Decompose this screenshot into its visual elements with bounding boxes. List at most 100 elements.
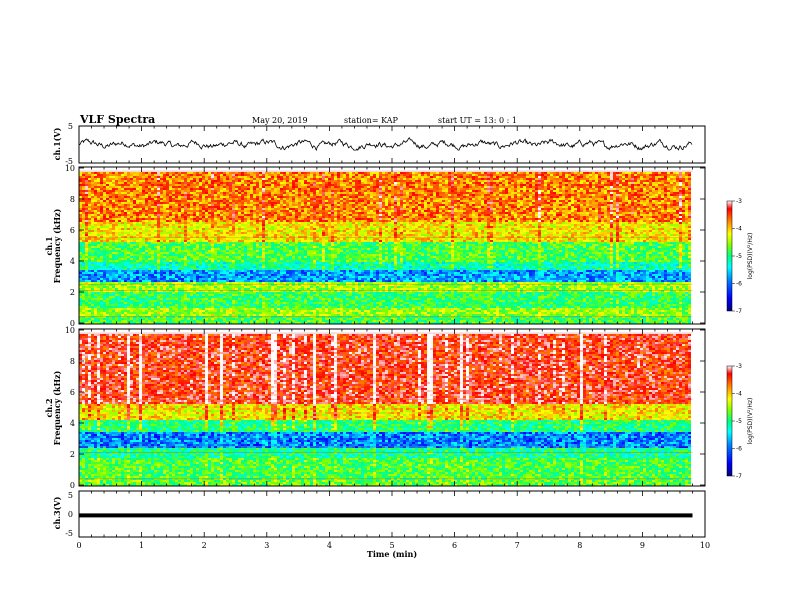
spectrogram-cell [634, 208, 637, 210]
spectrogram-cell [142, 186, 145, 188]
spectrogram-cell [589, 178, 592, 180]
spectrogram-cell [196, 214, 199, 216]
spectrogram-cell [244, 214, 247, 216]
spectrogram-cell [106, 220, 109, 222]
spectrogram-cell [205, 206, 208, 208]
spectrogram-cell [361, 172, 364, 174]
spectrogram-cell [565, 208, 568, 210]
spectrogram-cell [475, 174, 478, 176]
spectrogram-cell [595, 198, 598, 200]
spectrogram-cell [517, 172, 520, 174]
spectrogram-cell [196, 190, 199, 192]
spectrogram-cell [433, 190, 436, 192]
spectrogram-cell [91, 174, 94, 176]
spectrogram-cell [178, 202, 181, 204]
spectrogram-cell [160, 216, 163, 218]
spectrogram-cell [349, 214, 352, 216]
spectrogram-cell [634, 192, 637, 194]
spectrogram-cell [619, 198, 622, 200]
spectrogram-cell [238, 174, 241, 176]
spectrogram-cell [661, 182, 664, 184]
spectrogram-cell [652, 206, 655, 208]
spectrogram-cell [157, 180, 160, 182]
spectrogram-cell [277, 188, 280, 190]
spectrogram-cell [661, 214, 664, 216]
spectrogram-cell [244, 176, 247, 178]
spectrogram-cell [508, 210, 511, 212]
spectrogram-cell [220, 216, 223, 218]
spectrogram-cell [139, 204, 142, 206]
spectrogram-cell [436, 178, 439, 180]
spectrogram-cell [622, 176, 625, 178]
spectrogram-cell [430, 192, 433, 194]
spectrogram-cell [517, 188, 520, 190]
spectrogram-cell [196, 184, 199, 186]
spectrogram-cell [106, 194, 109, 196]
spectrogram-cell [175, 216, 178, 218]
spectrogram-cell [535, 216, 538, 218]
spectrogram-cell [130, 206, 133, 208]
spectrogram-cell [664, 180, 667, 182]
spectrogram-cell [460, 208, 463, 210]
spectrogram-cell [685, 186, 688, 188]
spectrogram-cell [442, 196, 445, 198]
spectrogram-cell [166, 184, 169, 186]
spectrogram-cell [535, 202, 538, 204]
spectrogram-cell [190, 198, 193, 200]
spectrogram-cell [364, 214, 367, 216]
spectrogram-cell [550, 206, 553, 208]
spectrogram-cell [151, 196, 154, 198]
spectrogram-cell [256, 172, 259, 174]
spectrogram-cell [238, 214, 241, 216]
spectrogram-cell [493, 186, 496, 188]
spectrogram-cell [376, 174, 379, 176]
spectrogram-cell [310, 208, 313, 210]
spectrogram-cell [295, 180, 298, 182]
spectrogram-cell [271, 220, 274, 222]
spectrogram-cell [538, 210, 541, 212]
spectrogram-cell [124, 190, 127, 192]
spectrogram-cell [472, 172, 475, 174]
spectrogram-cell [607, 174, 610, 176]
spectrogram-cell [211, 218, 214, 220]
spectrogram-cell [154, 202, 157, 204]
spectrogram-cell [439, 214, 442, 216]
spectrogram-cell [430, 186, 433, 188]
spectrogram-cell [310, 180, 313, 182]
spectrogram-cell [85, 190, 88, 192]
spectrogram-cell [145, 192, 148, 194]
spectrogram-cell [169, 216, 172, 218]
spectrogram-cell [409, 174, 412, 176]
spectrogram-cell [247, 180, 250, 182]
spectrogram-cell [538, 194, 541, 196]
spectrogram-cell [643, 180, 646, 182]
spectrogram-cell [436, 174, 439, 176]
spectrogram-cell [331, 212, 334, 214]
spectrogram-cell [346, 196, 349, 198]
spectrogram-cell [241, 174, 244, 176]
spectrogram-cell [628, 188, 631, 190]
spectrogram-cell [388, 198, 391, 200]
spectrogram-cell [130, 200, 133, 202]
spectrogram-cell [346, 208, 349, 210]
spectrogram-cell [280, 196, 283, 198]
spectrogram-cell [505, 210, 508, 212]
spectrogram-cell [361, 212, 364, 214]
spectrogram-cell [121, 216, 124, 218]
spectrogram-cell [607, 210, 610, 212]
spectrogram-cell [574, 190, 577, 192]
spectrogram-cell [631, 176, 634, 178]
spectrogram-cell [328, 190, 331, 192]
spectrogram-cell [469, 186, 472, 188]
spectrogram-cell [211, 174, 214, 176]
spectrogram-cell [676, 172, 679, 174]
spectrogram-cell [571, 172, 574, 174]
spectrogram-cell [256, 206, 259, 208]
spectrogram-cell [574, 192, 577, 194]
spectrogram-cell [394, 192, 397, 194]
spectrogram-cell [292, 190, 295, 192]
spectrogram-cell [157, 218, 160, 220]
spectrogram-cell [241, 180, 244, 182]
spectrogram-cell [427, 178, 430, 180]
spectrogram-cell [178, 220, 181, 222]
